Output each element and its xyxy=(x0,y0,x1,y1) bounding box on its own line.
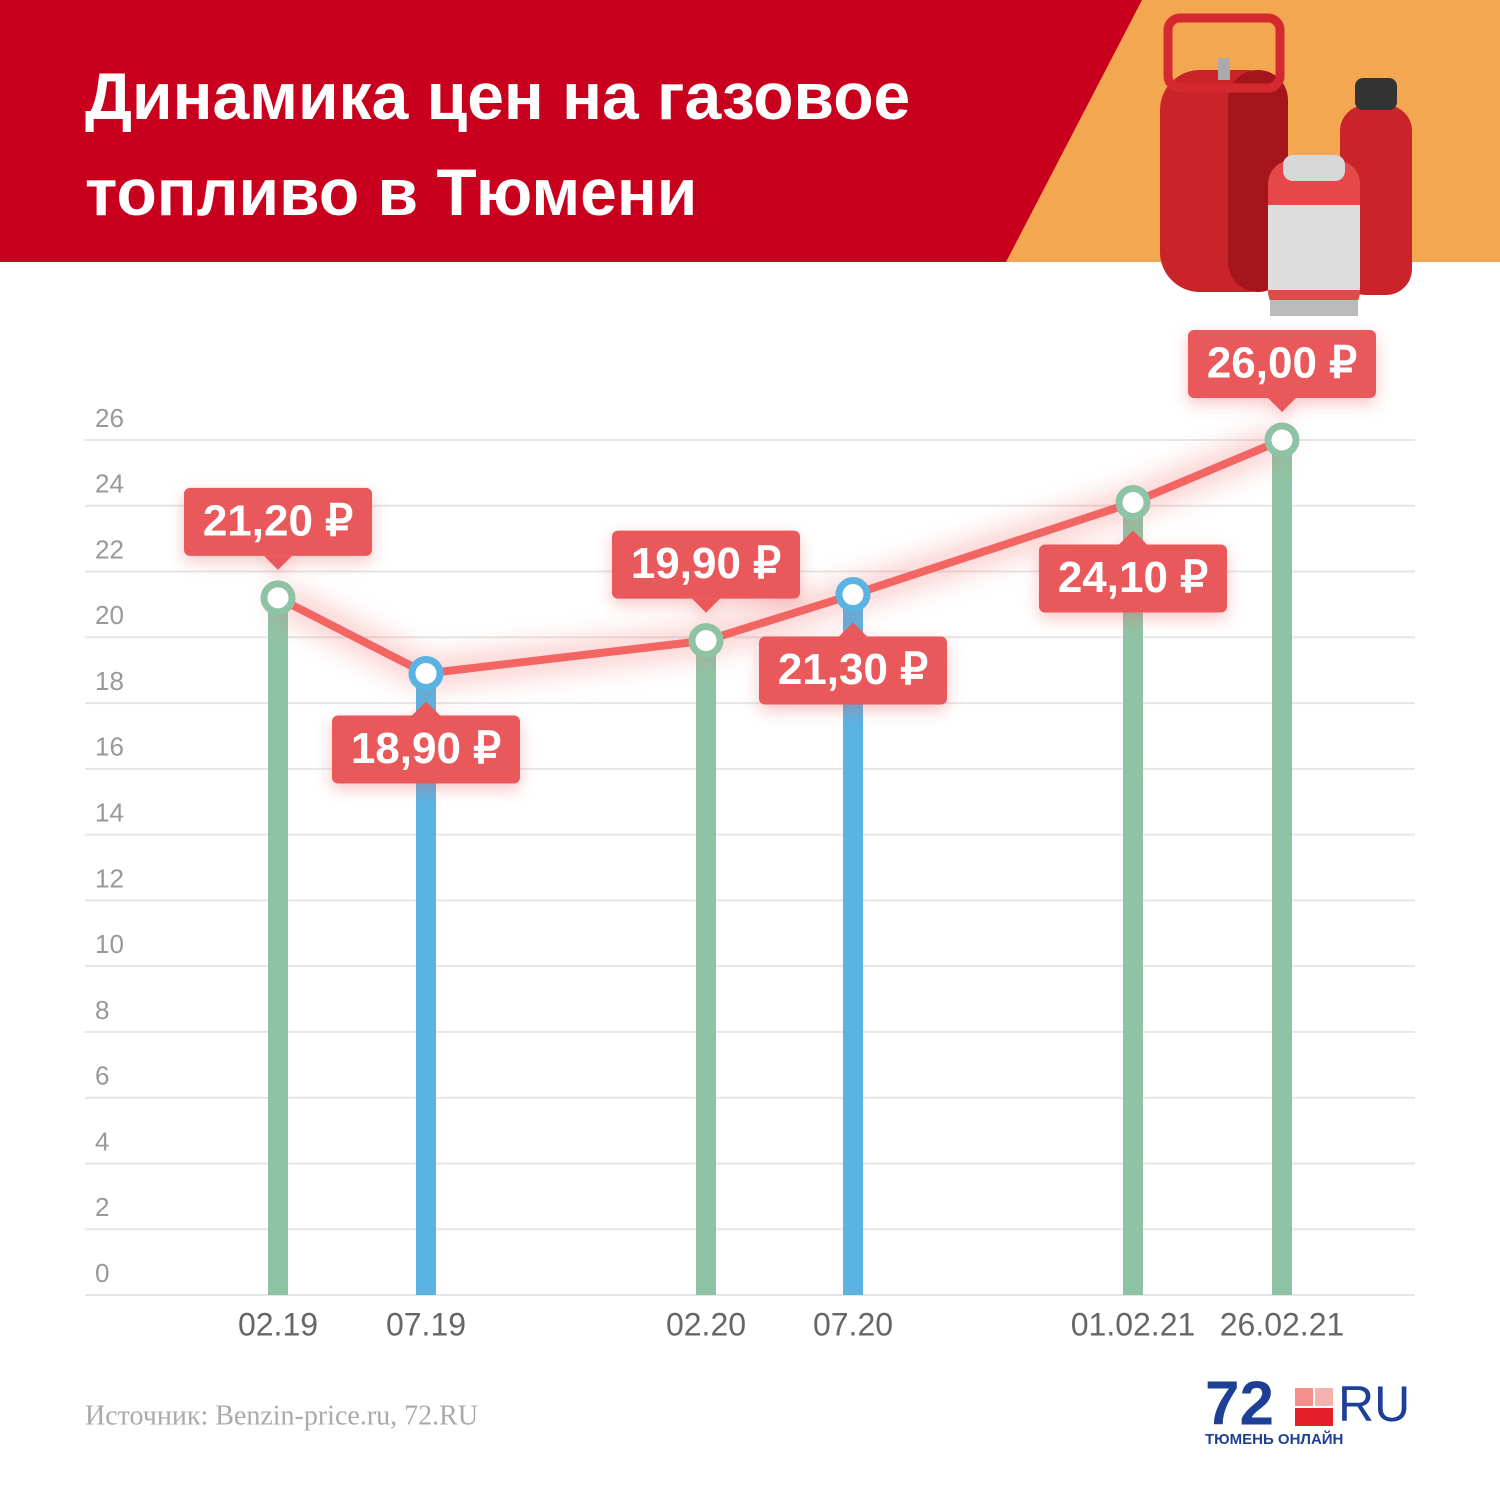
chart-title: Динамика цен на газовое топливо в Тюмени xyxy=(85,59,911,229)
bar xyxy=(843,594,863,1295)
bar xyxy=(1123,502,1143,1295)
point xyxy=(260,580,296,616)
value-label-pointer xyxy=(692,598,720,613)
x-tick-label: 01.02.21 xyxy=(1071,1306,1196,1342)
y-tick-label: 2 xyxy=(95,1192,109,1222)
value-label-bg xyxy=(759,636,947,705)
value-label-pointer xyxy=(839,622,867,637)
point xyxy=(835,577,871,613)
value-label-bg xyxy=(332,715,520,784)
value-label-text: 26,00 ₽ xyxy=(1207,339,1357,388)
logo-suffix: RU xyxy=(1338,1376,1410,1432)
x-tick-label: 07.20 xyxy=(813,1306,893,1342)
point xyxy=(408,655,444,691)
value-label-text: 21,20 ₽ xyxy=(203,496,353,545)
y-tick-label: 20 xyxy=(95,600,124,630)
y-tick-label: 10 xyxy=(95,929,124,959)
y-tick-label: 6 xyxy=(95,1061,109,1091)
value-label-pointer xyxy=(1268,398,1296,412)
value-label: 26,00 ₽ xyxy=(1188,330,1376,412)
bar xyxy=(1272,440,1292,1295)
logo-square xyxy=(1295,1408,1333,1426)
logo: 72 RU ТЮМЕНЬ ОНЛАЙН xyxy=(1205,1369,1410,1448)
bar xyxy=(416,673,436,1295)
value-label: 19,90 ₽ xyxy=(612,530,800,613)
source: Источник: Benzin-price.ru, 72.RU xyxy=(85,1400,478,1431)
logo-square xyxy=(1295,1388,1313,1406)
y-tick-label: 26 xyxy=(95,403,124,433)
y-tick-label: 4 xyxy=(95,1126,109,1156)
bar xyxy=(268,597,288,1295)
logo-tagline: ТЮМЕНЬ ОНЛАЙН xyxy=(1205,1430,1343,1448)
point xyxy=(1115,484,1151,520)
value-label: 24,10 ₽ xyxy=(1039,530,1227,613)
value-label-text: 18,90 ₽ xyxy=(351,724,501,773)
value-label-text: 21,30 ₽ xyxy=(778,645,928,694)
value-label-pointer xyxy=(412,701,440,716)
y-tick-label: 0 xyxy=(95,1258,109,1288)
x-tick-label: 02.20 xyxy=(666,1306,746,1342)
value-label-bg xyxy=(1039,544,1227,613)
line xyxy=(276,436,1284,678)
value-label: 21,30 ₽ xyxy=(759,622,947,705)
y-tick-label: 8 xyxy=(95,995,109,1025)
y-tick-label: 16 xyxy=(95,732,124,762)
y-tick-label: 24 xyxy=(95,469,124,499)
logo-square xyxy=(1315,1388,1333,1406)
bar xyxy=(696,640,716,1295)
y-tick-label: 18 xyxy=(95,666,124,696)
x-tick-label: 07.19 xyxy=(386,1306,466,1342)
point xyxy=(1264,422,1300,458)
point xyxy=(688,623,724,659)
value-label-text: 19,90 ₽ xyxy=(631,539,781,588)
x-tick-label: 26.02.21 xyxy=(1220,1306,1345,1342)
header-bg-red xyxy=(0,0,1142,262)
value-label-text: 24,10 ₽ xyxy=(1058,553,1208,602)
value-label-pointer xyxy=(1119,530,1147,545)
value-label-pointer xyxy=(264,555,292,570)
y-tick-label: 22 xyxy=(95,534,124,564)
cylinders-illustration xyxy=(1160,13,1412,316)
y-tick-label: 14 xyxy=(95,797,124,827)
value-label: 18,90 ₽ xyxy=(332,701,520,784)
value-label-bg xyxy=(612,530,800,599)
y-tick-label: 12 xyxy=(95,863,124,893)
value-label: 21,20 ₽ xyxy=(184,487,372,570)
value-label-bg xyxy=(1188,330,1376,398)
logo-number: 72 xyxy=(1205,1369,1274,1438)
x-tick-label: 02.19 xyxy=(238,1306,318,1342)
value-label-bg xyxy=(184,487,372,556)
